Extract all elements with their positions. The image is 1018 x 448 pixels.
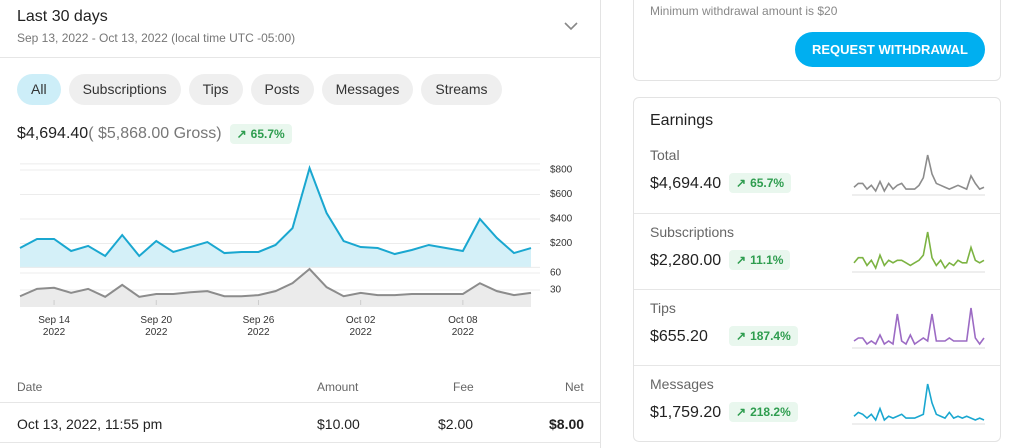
sparkline-chart xyxy=(852,307,985,349)
change-badge: ↗ 65.7% xyxy=(229,124,292,144)
y-tick-label: $200 xyxy=(550,238,573,249)
gross-amount: ( $5,868.00 Gross) xyxy=(88,125,222,142)
y-tick-label: $400 xyxy=(550,214,573,225)
tab[interactable]: Subscriptions xyxy=(68,74,181,105)
tabs: All Subscriptions Tips Posts Messages Streams xyxy=(17,74,502,105)
x-axis: Sep 14 2022 Sep 20 2022 Sep 26 2022 Oct 02 … xyxy=(0,315,600,345)
row-amount: $4,694.40 xyxy=(650,175,722,192)
earnings-row: Messages $1,759.20 ↗ 218.2% xyxy=(634,365,1000,442)
table-header: Date xyxy=(17,380,43,394)
table-cell: $2.00 xyxy=(438,416,474,432)
summary: $4,694.40 ( $5,868.00 Gross) ↗ 65.7% xyxy=(17,124,292,144)
change-value: 65.7% xyxy=(250,127,285,141)
period-title[interactable]: Last 30 days xyxy=(17,8,108,25)
tab[interactable]: Streams xyxy=(421,74,502,105)
y-tick-label: 30 xyxy=(550,285,562,296)
table-header: Amount xyxy=(317,380,359,394)
sparkline xyxy=(853,154,985,193)
y-tick-label: $600 xyxy=(550,189,573,200)
withdrawal-card: Minimum withdrawal amount is $20 REQUEST… xyxy=(633,0,1001,81)
x-tick-label: Sep 20 2022 xyxy=(140,315,173,338)
tab[interactable]: Tips xyxy=(188,74,243,105)
y-tick-label: $800 xyxy=(550,165,573,176)
divider xyxy=(0,57,600,58)
table-cell: $8.00 xyxy=(549,416,585,432)
table-header: Net xyxy=(565,380,584,394)
table-header: Fee xyxy=(453,380,474,394)
x-tick-label: Oct 08 2022 xyxy=(448,315,478,338)
tab[interactable]: Messages xyxy=(321,74,414,105)
change-value: 65.7% xyxy=(750,176,785,190)
earnings-row: Tips $655.20 ↗ 187.4% xyxy=(634,289,1000,366)
change-badge: ↗ 187.4% xyxy=(729,326,798,346)
x-tick-label: Sep 14 2022 xyxy=(38,315,70,338)
x-tick-label: Oct 02 2022 xyxy=(345,315,376,338)
divider xyxy=(0,442,600,443)
tab[interactable]: Posts xyxy=(250,74,314,105)
row-amount: $2,280.00 xyxy=(650,252,722,269)
earnings-panel: Last 30 days Sep 13, 2022 - Oct 13, 2022… xyxy=(0,0,601,448)
row-label: Total xyxy=(650,147,680,163)
earnings-card: Earnings Total $4,694.40 ↗ 65.7% Subscriptio… xyxy=(633,97,1001,442)
request-withdrawal-button[interactable]: REQUEST WITHDRAWAL xyxy=(795,32,985,67)
sparkline xyxy=(853,307,985,346)
line xyxy=(19,267,532,298)
area-fill xyxy=(20,168,531,268)
y-tick-label: 60 xyxy=(550,268,562,279)
row-label: Subscriptions xyxy=(650,224,735,240)
row-amount: $1,759.20 xyxy=(650,404,722,421)
withdrawal-note: Minimum withdrawal amount is $20 xyxy=(650,4,838,18)
sparkline-chart xyxy=(852,383,985,425)
period-range: Sep 13, 2022 - Oct 13, 2022 (local time … xyxy=(17,31,296,45)
change-value: 187.4% xyxy=(750,329,791,343)
row-label: Messages xyxy=(650,376,714,392)
sparkline-chart xyxy=(852,231,985,273)
change-badge: ↗ 65.7% xyxy=(729,173,792,193)
net-amount: $4,694.40 xyxy=(17,125,89,142)
tab[interactable]: All xyxy=(17,74,61,105)
earnings-row: Subscriptions $2,280.00 ↗ 11.1% xyxy=(634,213,1000,290)
change-badge: ↗ 11.1% xyxy=(729,250,791,270)
row-label: Tips xyxy=(650,300,676,316)
earnings-title: Earnings xyxy=(650,112,714,129)
change-value: 218.2% xyxy=(750,405,791,419)
sparkline xyxy=(853,231,985,270)
x-tick-label: Sep 26 2022 xyxy=(242,315,275,338)
change-value: 11.1% xyxy=(750,253,784,267)
earnings-row: Total $4,694.40 ↗ 65.7% xyxy=(634,137,1000,213)
table-cell: Oct 13, 2022, 11:55 pm xyxy=(17,416,163,432)
line xyxy=(19,164,532,258)
earnings-chart: $200 $400 $600 $800 30 60 xyxy=(19,163,573,307)
area-fill xyxy=(20,269,531,307)
chevron[interactable] xyxy=(563,20,579,32)
sparkline xyxy=(853,383,985,422)
divider xyxy=(0,402,600,403)
change-badge: ↗ 218.2% xyxy=(729,402,798,422)
row-amount: $655.20 xyxy=(650,328,708,345)
table-cell: $10.00 xyxy=(317,416,360,432)
sparkline-chart xyxy=(852,154,985,196)
